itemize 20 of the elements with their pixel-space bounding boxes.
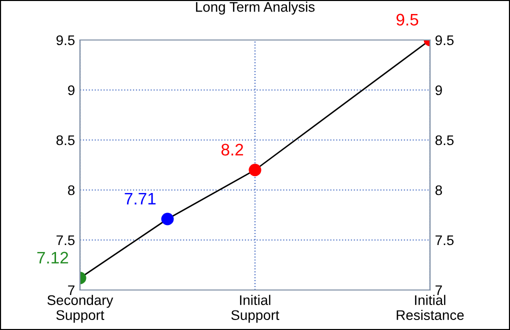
x-tick-label: Secondary Support bbox=[47, 294, 114, 323]
y-tick-label: 9 bbox=[68, 85, 74, 96]
y-tick-label: 7.5 bbox=[56, 235, 75, 246]
y2-tick-label: 7.5 bbox=[436, 235, 454, 246]
y2-tick-label: 8.5 bbox=[435, 135, 454, 146]
data-label: 8.2 bbox=[221, 144, 244, 156]
x-tick-label: Initial Support bbox=[231, 294, 280, 323]
y2-tick-label: 7 bbox=[436, 285, 442, 296]
y-tick-label: 9.5 bbox=[56, 35, 75, 46]
y2-tick-label: 8 bbox=[435, 185, 442, 196]
y-tick-label: 7 bbox=[68, 285, 74, 296]
y2-tick-label: 9 bbox=[436, 85, 442, 96]
chart-title: Long Term Analysis bbox=[196, 2, 315, 15]
data-label: 9.5 bbox=[396, 14, 418, 26]
y-tick-label: 8.5 bbox=[56, 135, 75, 146]
y-tick-label: 8 bbox=[68, 185, 75, 196]
x-tick-label: Initial Resistance bbox=[396, 294, 464, 320]
data-label: 7.12 bbox=[37, 252, 68, 264]
data-label: 7.71 bbox=[124, 192, 156, 204]
y2-tick-label: 9.5 bbox=[436, 35, 454, 46]
